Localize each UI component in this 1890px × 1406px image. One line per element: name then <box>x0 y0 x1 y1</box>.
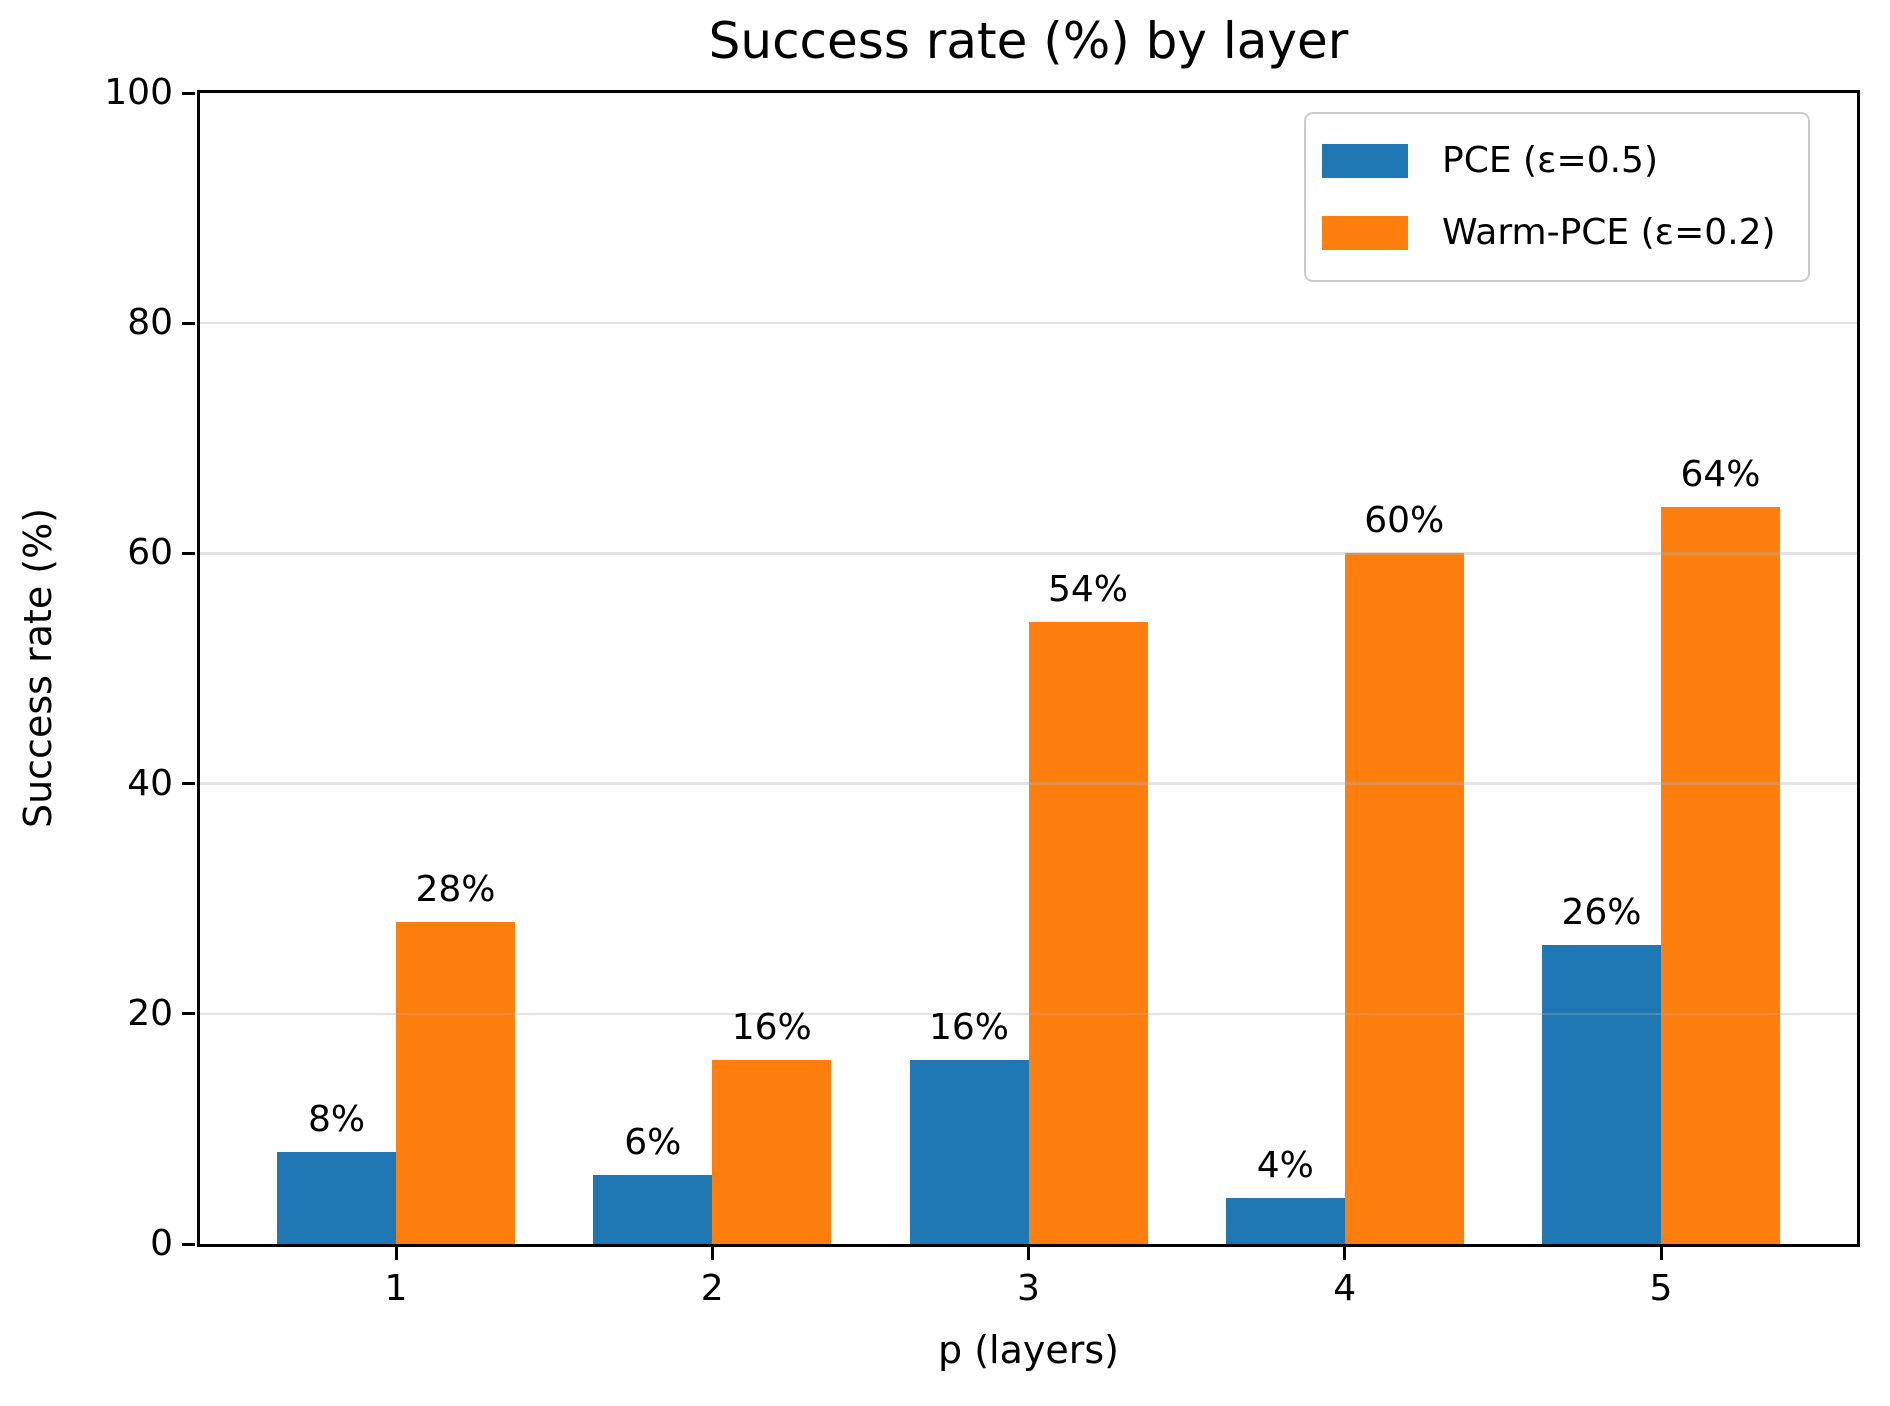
y-tick-label-20: 20 <box>127 992 173 1034</box>
bar-value-label-series1-cat1: 8% <box>307 1098 366 1140</box>
x-axis-label: p (layers) <box>938 1328 1119 1372</box>
y-tick-label-100: 100 <box>104 72 173 113</box>
bar-series1-cat2 <box>593 1174 713 1244</box>
bar-series1-cat3 <box>909 1059 1029 1244</box>
y-tick-label-40: 40 <box>127 762 173 804</box>
bar-value-label-series1-cat3: 16% <box>928 1006 1009 1048</box>
plot-area: 8% 6% 16% 4% 26% 28% 16% 54% 60% 64% <box>197 90 1860 1247</box>
x-tick-label-4: 4 <box>1333 1268 1357 1309</box>
bar-series1-cat4 <box>1225 1197 1345 1244</box>
bar-value-label-series2-cat5: 64% <box>1680 454 1761 496</box>
bar-series1-cat5 <box>1542 944 1661 1244</box>
bar-series2-cat5 <box>1661 507 1780 1244</box>
y-tick-40 <box>182 782 195 786</box>
y-tick-0 <box>182 1242 195 1246</box>
x-tick-4 <box>1343 1247 1347 1260</box>
x-tick-label-2: 2 <box>700 1268 724 1309</box>
bar-value-label-series2-cat1: 28% <box>415 868 496 910</box>
gridline-y80 <box>200 321 1857 325</box>
x-tick-5 <box>1659 1247 1663 1260</box>
y-tick-label-0: 0 <box>150 1223 173 1264</box>
bar-series2-cat2 <box>712 1059 832 1244</box>
bar-value-label-series1-cat5: 26% <box>1561 891 1642 933</box>
y-tick-60 <box>182 551 195 555</box>
legend-swatch-series2 <box>1322 216 1408 250</box>
y-tick-label-80: 80 <box>127 302 173 344</box>
legend-label-series2: Warm-PCE (ε=0.2) <box>1442 212 1776 253</box>
y-tick-label-60: 60 <box>127 532 173 574</box>
x-tick-label-5: 5 <box>1649 1268 1673 1309</box>
y-tick-100 <box>182 91 195 95</box>
x-tick-3 <box>1027 1247 1030 1260</box>
bar-value-label-series2-cat3: 54% <box>1047 569 1128 611</box>
legend: PCE (ε=0.5) Warm-PCE (ε=0.2) <box>1304 112 1810 282</box>
x-tick-1 <box>394 1247 398 1260</box>
x-tick-label-3: 3 <box>1017 1268 1040 1309</box>
bar-value-label-series2-cat4: 60% <box>1364 500 1445 542</box>
legend-item-1: PCE (ε=0.5) <box>1322 138 1776 184</box>
bar-value-label-series2-cat2: 16% <box>731 1006 812 1048</box>
bar-series2-cat4 <box>1344 553 1464 1244</box>
bar-value-label-series1-cat4: 4% <box>1256 1144 1314 1186</box>
y-tick-20 <box>182 1012 195 1016</box>
bar-value-label-series1-cat2: 6% <box>624 1121 682 1163</box>
legend-swatch-series1 <box>1322 144 1408 178</box>
bar-series2-cat3 <box>1028 622 1148 1244</box>
bar-series1-cat1 <box>277 1151 396 1244</box>
chart-title: Success rate (%) by layer <box>708 12 1349 70</box>
gridline-y60 <box>200 552 1857 555</box>
legend-item-2: Warm-PCE (ε=0.2) <box>1322 210 1776 256</box>
x-tick-label-1: 1 <box>384 1268 408 1309</box>
x-tick-2 <box>710 1247 714 1260</box>
y-tick-80 <box>182 321 195 325</box>
bar-series2-cat1 <box>396 921 515 1244</box>
legend-label-series1: PCE (ε=0.5) <box>1442 140 1658 181</box>
